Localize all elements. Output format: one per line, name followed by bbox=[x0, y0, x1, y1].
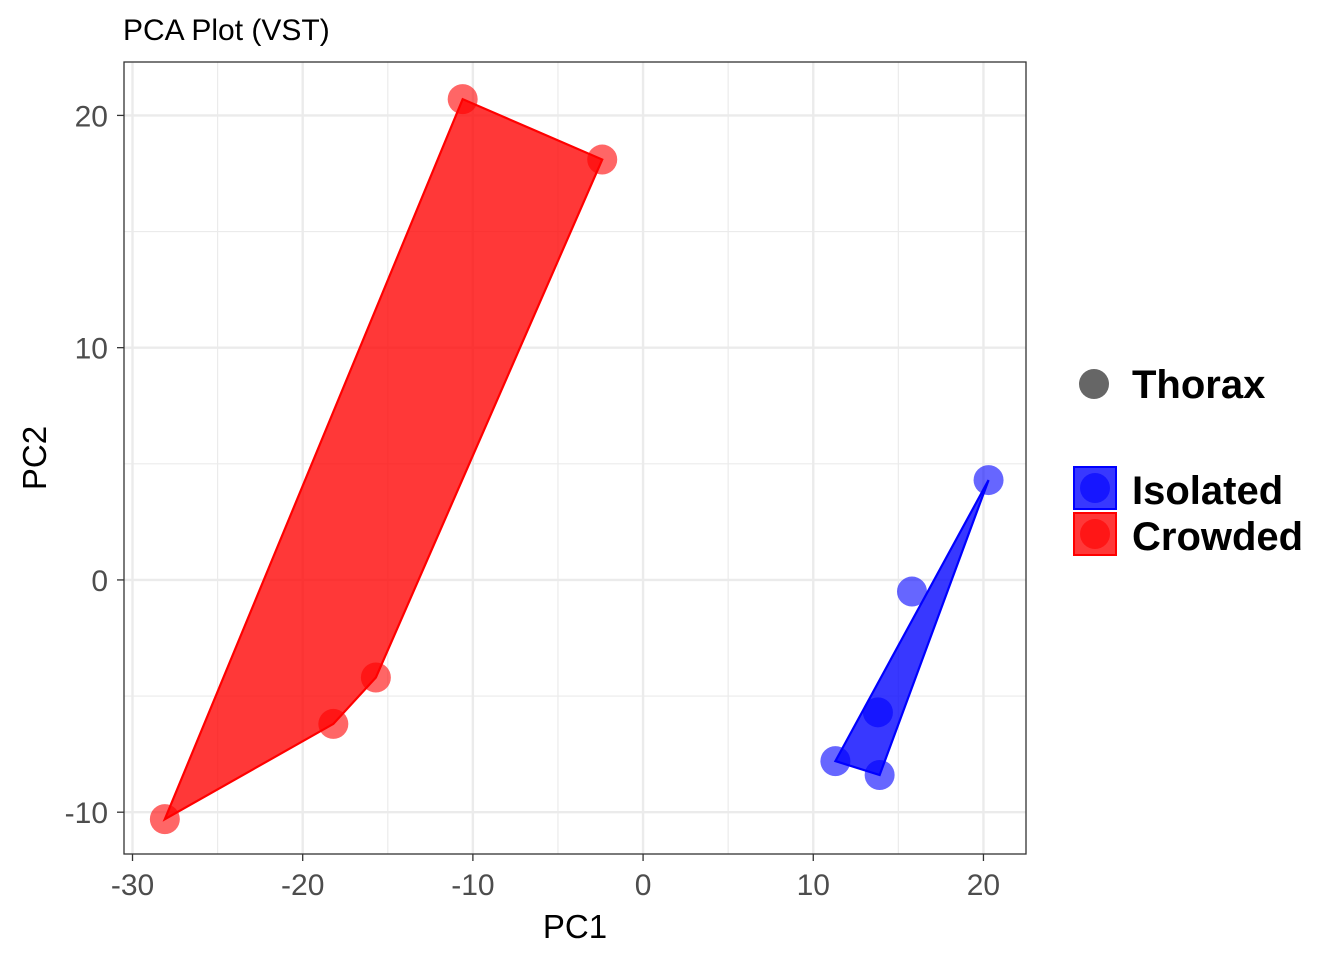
legend-shape-label: Thorax bbox=[1132, 363, 1265, 407]
isolated-point bbox=[864, 760, 895, 791]
legend-shape-key-icon bbox=[1079, 369, 1109, 399]
legend: Thorax Isolated Crowded bbox=[1073, 363, 1303, 559]
x-axis-ticks: -30 -20 -10 0 10 20 bbox=[111, 854, 1000, 902]
x-tick-label: -30 bbox=[111, 869, 154, 902]
x-tick-label: -10 bbox=[451, 869, 494, 902]
isolated-point bbox=[820, 746, 851, 777]
plot-panel-border bbox=[123, 61, 1027, 855]
y-tick-label: 20 bbox=[75, 100, 108, 133]
data-points bbox=[149, 84, 1004, 835]
isolated-point bbox=[862, 697, 893, 728]
isolated-hull bbox=[833, 479, 990, 777]
legend-isolated-dot-icon bbox=[1080, 473, 1110, 503]
y-axis-title: PC2 bbox=[16, 426, 53, 490]
crowded-point bbox=[360, 662, 391, 693]
isolated-point bbox=[896, 576, 927, 607]
y-tick-label: 0 bbox=[91, 565, 108, 598]
x-tick-label: -20 bbox=[281, 869, 324, 902]
legend-crowded-label: Crowded bbox=[1132, 515, 1303, 559]
x-tick-label: 0 bbox=[635, 869, 652, 902]
x-axis-title: PC1 bbox=[543, 908, 607, 945]
legend-isolated-label: Isolated bbox=[1132, 469, 1283, 513]
y-tick-label: -10 bbox=[65, 797, 108, 830]
crowded-point bbox=[587, 144, 618, 175]
legend-crowded-dot-icon bbox=[1080, 519, 1110, 549]
crowded-hull bbox=[162, 97, 604, 822]
y-tick-label: 10 bbox=[75, 333, 108, 366]
y-axis-ticks: -10 0 10 20 bbox=[65, 100, 124, 830]
crowded-point bbox=[149, 804, 180, 835]
isolated-point bbox=[973, 465, 1004, 496]
x-tick-label: 10 bbox=[797, 869, 830, 902]
x-tick-label: 20 bbox=[967, 869, 1000, 902]
crowded-point bbox=[318, 708, 349, 739]
crowded-point bbox=[447, 84, 478, 115]
chart-title: PCA Plot (VST) bbox=[123, 14, 330, 47]
